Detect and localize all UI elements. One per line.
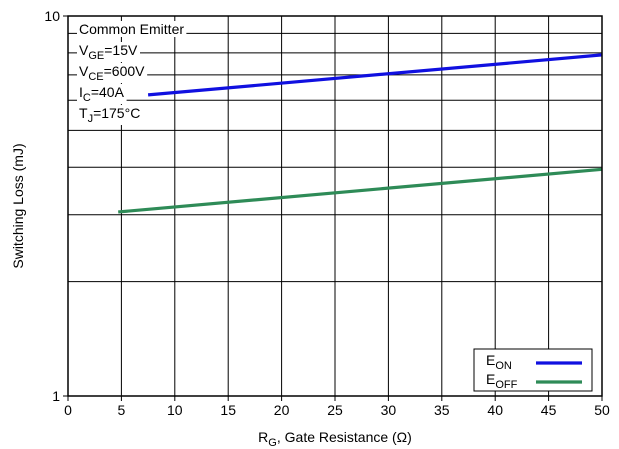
- x-tick-label-20: 20: [274, 402, 290, 418]
- condition-0: Common Emitter: [79, 21, 184, 37]
- condition-4-rest: =175°C: [93, 105, 140, 121]
- condition-1-rest: =15V: [104, 42, 138, 58]
- grid-lines: [68, 16, 602, 396]
- condition-2-main: V: [79, 63, 89, 79]
- legend-box: [473, 348, 593, 392]
- x-tick-label-45: 45: [541, 402, 557, 418]
- legend-label-off-sub: OFF: [495, 379, 517, 391]
- condition-bg-2: [77, 63, 148, 83]
- series-line-on: [147, 53, 603, 97]
- x-axis-label-rest: , Gate Resistance (Ω): [277, 429, 412, 445]
- legend-label-off: EOFF: [486, 371, 518, 391]
- condition-4-sub: J: [88, 113, 94, 125]
- test-conditions: Common EmitterVGE=15VVCE=600VIC=40ATJ=17…: [77, 21, 187, 125]
- x-tick-label-50: 50: [594, 402, 610, 418]
- x-axis-ticks: 0 5 10 15 20 25 30 35 40 45 50: [64, 396, 610, 418]
- condition-0-main: Common Emitter: [79, 21, 184, 37]
- legend-label-on-sub: ON: [495, 360, 512, 372]
- y-tick-label-10: 10: [44, 8, 60, 24]
- x-axis-label-sub: G: [268, 437, 277, 449]
- y-axis-label: Switching Loss (mJ): [10, 143, 26, 268]
- y-tick-label-1: 1: [52, 388, 60, 404]
- condition-4-main: T: [79, 105, 88, 121]
- series-line-off: [118, 167, 603, 214]
- legend-label-on-main: E: [486, 352, 495, 368]
- x-tick-label-10: 10: [167, 402, 183, 418]
- condition-2-rest: =600V: [104, 63, 146, 79]
- condition-bg-1: [77, 42, 140, 62]
- x-tick-label-25: 25: [327, 402, 343, 418]
- x-tick-label-15: 15: [220, 402, 236, 418]
- y-axis-ticks: 1 10: [44, 8, 68, 404]
- condition-bg-3: [77, 84, 127, 104]
- condition-2: VCE=600V: [79, 63, 145, 83]
- x-axis-label: RG, Gate Resistance (Ω): [258, 429, 412, 449]
- condition-1-main: V: [79, 42, 89, 58]
- x-tick-label-30: 30: [381, 402, 397, 418]
- x-axis-label-main: R: [258, 429, 268, 445]
- condition-3-main: I: [79, 84, 83, 100]
- series-lines: [118, 53, 603, 214]
- condition-2-sub: CE: [88, 71, 103, 83]
- condition-4: TJ=175°C: [79, 105, 140, 125]
- condition-1: VGE=15V: [79, 42, 138, 62]
- condition-3-sub: C: [83, 92, 91, 104]
- x-tick-label-0: 0: [64, 402, 72, 418]
- x-tick-label-40: 40: [487, 402, 503, 418]
- x-tick-label-35: 35: [434, 402, 450, 418]
- condition-bg-0: [77, 21, 187, 37]
- legend-label-off-main: E: [486, 371, 495, 387]
- condition-3-rest: =40A: [91, 84, 125, 100]
- x-tick-label-5: 5: [118, 402, 126, 418]
- condition-3: IC=40A: [79, 84, 125, 104]
- condition-bg-4: [77, 105, 143, 125]
- legend-label-on: EON: [486, 352, 512, 372]
- condition-1-sub: GE: [88, 50, 104, 62]
